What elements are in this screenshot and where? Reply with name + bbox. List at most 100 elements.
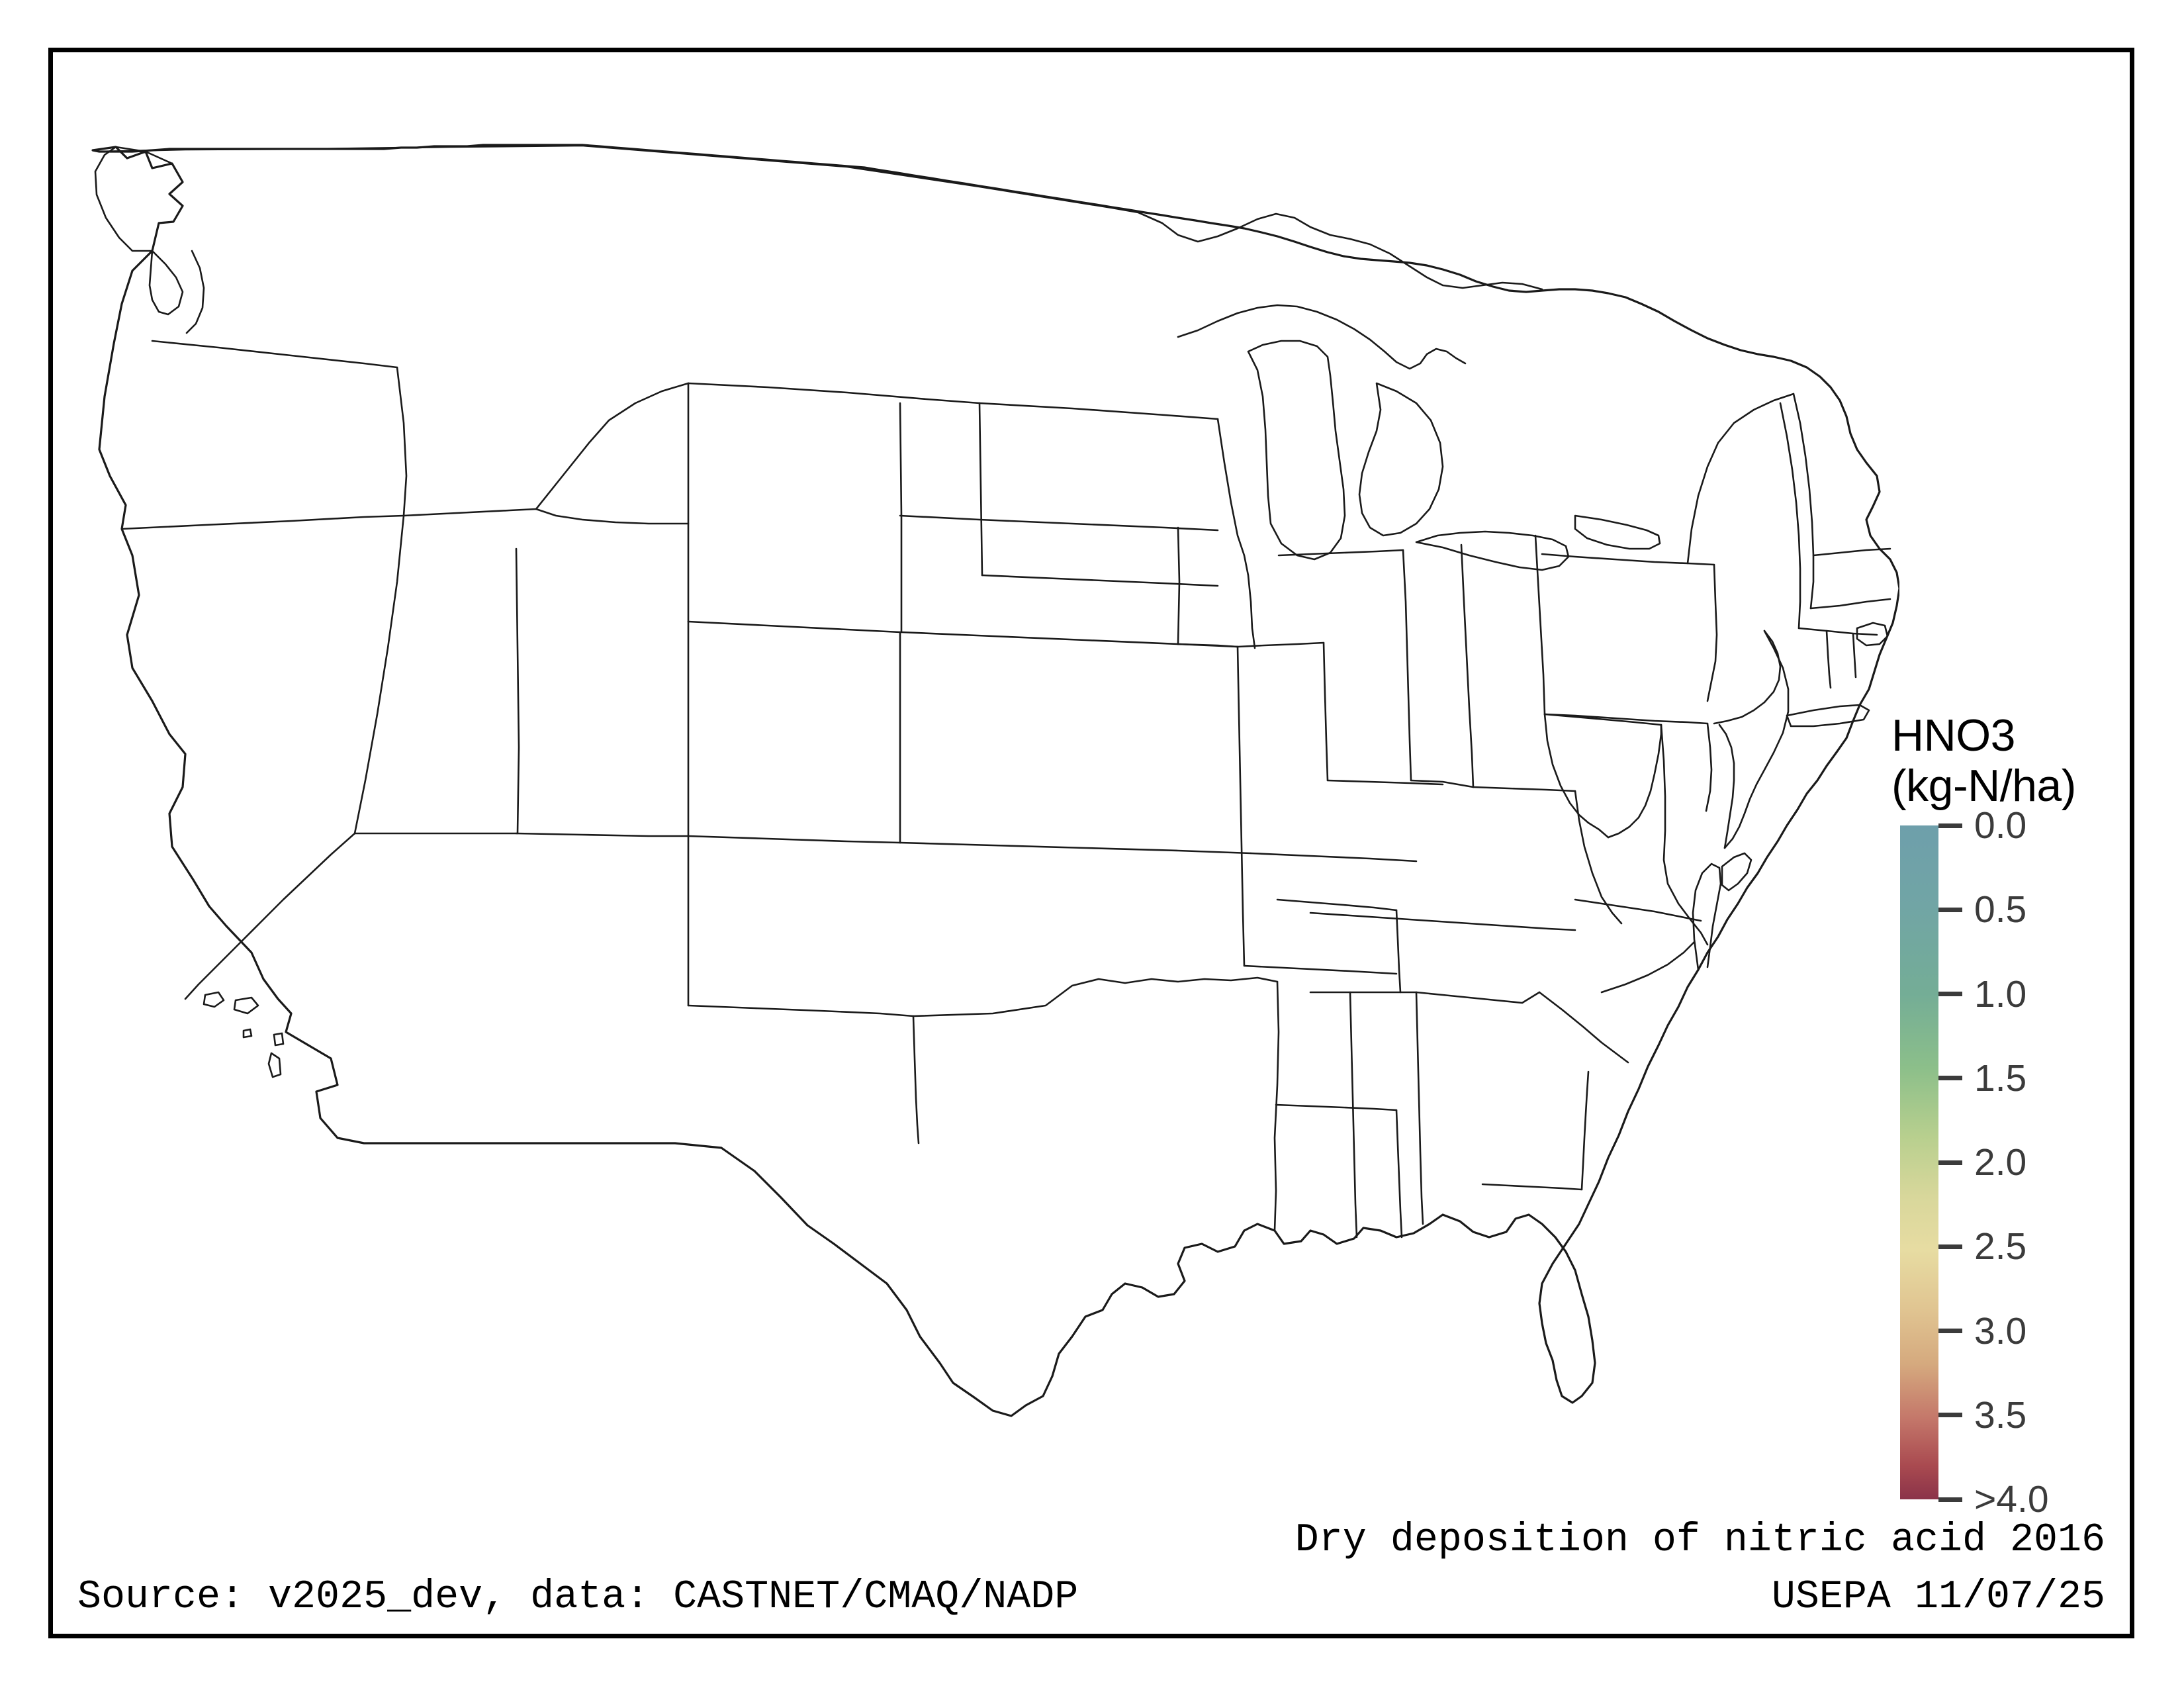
- colorbar-tick: [1938, 1497, 1962, 1502]
- boundary-line: [981, 574, 1219, 587]
- colorbar-gradient: [1900, 825, 1938, 1499]
- state-boundaries: [91, 144, 1899, 1417]
- boundary-line: [1600, 941, 1696, 994]
- boundary-line: [184, 832, 356, 1000]
- boundary-line: [1706, 563, 1718, 702]
- boundary-line: [1574, 514, 1661, 550]
- colorbar-tick-label: 3.0: [1974, 1309, 2027, 1352]
- boundary-line: [1721, 852, 1752, 892]
- source-line: Source: v2025_dev, data: CASTNET/CMAQ/NA…: [77, 1575, 1079, 1620]
- boundary-line: [1541, 553, 1715, 566]
- boundary-line: [1705, 722, 1713, 812]
- boundary-line: [1481, 1183, 1583, 1191]
- boundary-line: [1395, 909, 1402, 994]
- boundary-line: [1273, 980, 1280, 1232]
- colorbar-tick-label: 2.5: [1974, 1225, 2027, 1268]
- boundary-line: [899, 402, 903, 633]
- boundary-line: [1322, 641, 1329, 782]
- boundary-line: [148, 250, 184, 316]
- figure-frame: HNO3 (kg-N/ha) 0.0 0.5 1.0 1.5 2.0 2.5 3.0 3.5 >…: [48, 48, 2134, 1638]
- boundary-line: [1686, 393, 1795, 565]
- boundary-line: [1415, 991, 1541, 1004]
- boundary-line: [1250, 852, 1418, 863]
- boundary-line: [1309, 912, 1576, 931]
- boundary-line: [94, 146, 184, 252]
- boundary-line: [515, 832, 690, 837]
- boundary-line: [973, 1203, 1596, 1417]
- boundary-line: [1415, 530, 1570, 571]
- map-svg: [91, 144, 1899, 1417]
- boundary-line: [120, 514, 405, 530]
- national-outline: [91, 144, 1899, 1417]
- boundary-line: [1177, 643, 1239, 648]
- boundary-line: [1415, 991, 1424, 1225]
- boundary-line: [242, 1028, 253, 1039]
- agency-date-line: USEPA 11/07/25: [1771, 1575, 2105, 1620]
- boundary-line: [1460, 543, 1475, 788]
- boundary-line: [912, 976, 1279, 1017]
- boundary-line: [1852, 632, 1857, 679]
- boundary-line: [1534, 534, 1546, 716]
- boundary-line: [535, 508, 690, 525]
- boundary-line: [1779, 402, 1801, 630]
- boundary-line: [1713, 630, 1782, 725]
- boundary-line: [1349, 991, 1358, 1239]
- boundary-line: [1538, 991, 1629, 1064]
- boundary-line: [1402, 549, 1412, 782]
- boundary-line: [353, 514, 405, 835]
- boundary-line: [535, 382, 690, 510]
- boundary-line: [515, 547, 520, 835]
- boundary-line: [185, 250, 205, 334]
- boundary-line: [1236, 641, 1325, 648]
- boundary-line: [1786, 704, 1870, 727]
- boundary-line: [1574, 790, 1623, 925]
- boundary-line: [1358, 382, 1444, 537]
- boundary-line: [1580, 1070, 1590, 1191]
- boundary-line: [1718, 724, 1735, 849]
- boundary-line: [1692, 863, 1722, 971]
- boundary-line: [203, 991, 225, 1008]
- boundary-line: [1326, 779, 1444, 786]
- boundary-line: [978, 402, 1219, 420]
- boundary-line: [1276, 898, 1398, 912]
- boundary-line: [1809, 598, 1891, 610]
- boundary-line: [1177, 304, 1467, 370]
- boundary-line: [1856, 622, 1889, 647]
- colorbar-title: HNO3 (kg-N/ha): [1891, 710, 2143, 811]
- boundary-line: [1825, 630, 1832, 689]
- boundary-line: [98, 144, 1140, 214]
- colorbar-tick: [1938, 907, 1962, 912]
- boundary-line: [899, 841, 1252, 855]
- boundary-line: [1275, 1103, 1398, 1111]
- boundary-line: [687, 1004, 915, 1017]
- colorbar-tick-label: 1.0: [1974, 972, 2027, 1015]
- boundary-line: [402, 508, 537, 517]
- colorbar-title-units: (kg-N/ha): [1891, 761, 2076, 812]
- boundary-line: [273, 1032, 285, 1047]
- boundary-line: [1472, 786, 1576, 792]
- boundary-line: [1543, 713, 1610, 839]
- boundary-line: [1177, 526, 1181, 645]
- colorbar-tick-label: >4.0: [1974, 1478, 2049, 1521]
- boundary-line: [1797, 627, 1878, 636]
- boundary-line: [1543, 713, 1709, 725]
- boundary-line: [912, 1015, 920, 1145]
- colorbar-tick: [1938, 1244, 1962, 1249]
- colorbar-tick-label: 1.5: [1974, 1056, 2027, 1100]
- colorbar-title-species: HNO3: [1891, 710, 2015, 761]
- boundary-line: [1607, 724, 1662, 839]
- boundary-line: [687, 835, 901, 844]
- boundary-line: [1247, 340, 1346, 561]
- boundary-line: [687, 620, 901, 633]
- colorbar-tick-label: 3.5: [1974, 1393, 2027, 1436]
- boundary-line: [1395, 1109, 1403, 1239]
- colorbar-tick: [1938, 1160, 1962, 1165]
- colorbar-tick: [1938, 1413, 1962, 1418]
- boundary-line: [1812, 547, 1891, 557]
- boundary-line: [1723, 630, 1790, 849]
- boundary-line: [978, 402, 983, 577]
- boundary-line: [1236, 645, 1246, 967]
- colorbar: [1900, 825, 1938, 1499]
- colorbar-tick-label: 0.5: [1974, 888, 2027, 931]
- boundary-line: [1660, 724, 1709, 946]
